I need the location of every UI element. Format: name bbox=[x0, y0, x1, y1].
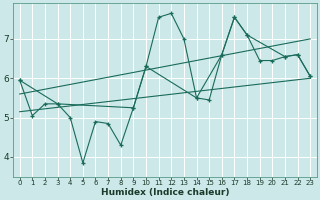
X-axis label: Humidex (Indice chaleur): Humidex (Indice chaleur) bbox=[101, 188, 229, 197]
